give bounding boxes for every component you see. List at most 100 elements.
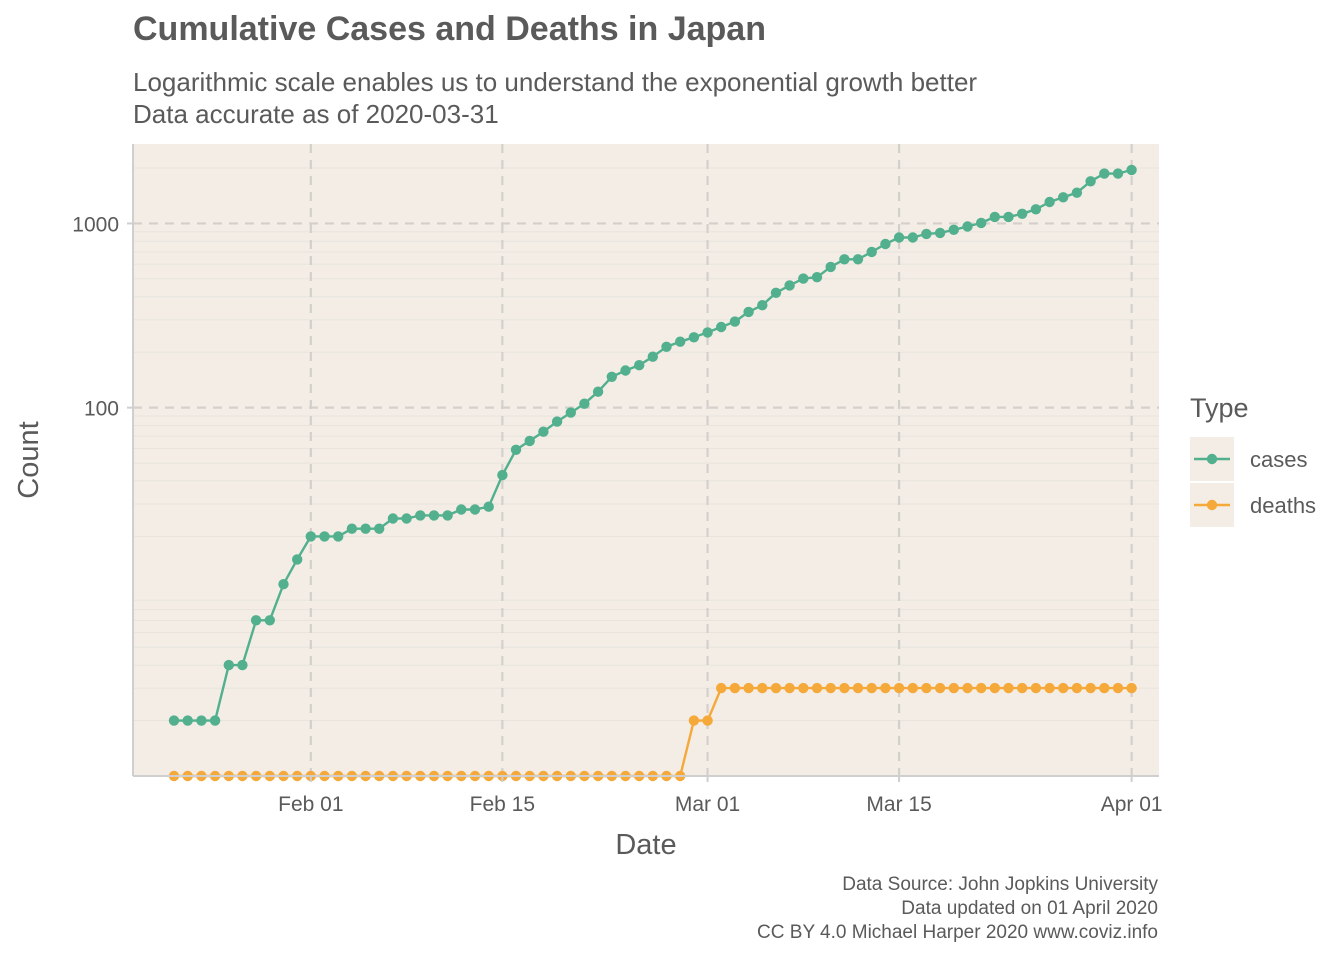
x-axis-ticks: Feb 01 Feb 15 Mar 01 Mar 15 Apr 01 <box>278 776 1163 816</box>
data-point-cases <box>757 300 768 311</box>
caption: Data Source: John Jopkins University Dat… <box>757 873 1158 945</box>
data-point-cases <box>565 407 576 418</box>
data-point-deaths <box>688 715 700 726</box>
x-tick-label: Feb 01 <box>278 793 343 816</box>
data-point-cases <box>264 615 275 626</box>
data-point-deaths <box>1030 682 1042 694</box>
data-point-cases <box>634 360 645 371</box>
caption-license: CC BY 4.0 Michael Harper 2020 www.coviz.… <box>757 922 1158 943</box>
y-tick-label: 1000 <box>72 213 119 236</box>
data-point-cases <box>401 513 412 524</box>
legend-key-point <box>1206 499 1218 511</box>
data-point-cases <box>743 306 754 318</box>
x-tick-label: Mar 15 <box>866 793 931 816</box>
data-point-deaths <box>934 682 946 694</box>
data-point-cases <box>168 715 180 726</box>
data-point-cases <box>893 232 905 243</box>
data-point-cases <box>209 715 221 726</box>
legend-label-deaths: deaths <box>1250 493 1316 518</box>
data-point-cases <box>1017 208 1028 219</box>
data-point-cases <box>415 510 426 521</box>
data-point-deaths <box>702 715 713 726</box>
data-point-deaths <box>784 682 795 694</box>
data-point-cases <box>989 211 1000 223</box>
data-point-deaths <box>811 682 823 694</box>
data-point-cases <box>921 228 932 240</box>
legend: Type cases deaths <box>1190 393 1316 527</box>
data-point-cases <box>688 332 700 343</box>
data-point-cases <box>770 287 782 298</box>
data-point-deaths <box>716 682 727 694</box>
data-point-cases <box>661 341 672 352</box>
data-point-cases <box>729 316 741 327</box>
plot-panel <box>133 144 1159 776</box>
data-point-cases <box>387 513 399 524</box>
data-point-cases <box>442 510 453 521</box>
data-point-cases <box>374 523 385 534</box>
y-tick-label: 100 <box>84 398 119 421</box>
data-point-cases <box>934 227 946 239</box>
data-point-cases <box>675 336 686 347</box>
data-point-deaths <box>1099 682 1110 694</box>
data-point-cases <box>483 501 494 512</box>
data-point-deaths <box>1085 682 1096 694</box>
data-point-cases <box>825 261 836 273</box>
data-point-cases <box>866 246 877 258</box>
chart-subtitle: Logarithmic scale enables us to understa… <box>133 66 977 130</box>
data-point-deaths <box>893 682 905 694</box>
data-point-cases <box>811 272 823 283</box>
data-point-cases <box>620 365 631 376</box>
data-point-cases <box>333 531 344 542</box>
x-tick-label: Mar 01 <box>675 793 740 816</box>
data-point-cases <box>948 224 959 235</box>
data-point-deaths <box>921 682 932 694</box>
data-point-deaths <box>729 682 741 694</box>
data-point-deaths <box>1003 682 1014 694</box>
data-point-deaths <box>1017 682 1028 694</box>
chart-title: Cumulative Cases and Deaths in Japan <box>133 10 766 48</box>
data-point-deaths <box>770 682 782 694</box>
data-point-deaths <box>1058 682 1069 694</box>
data-point-cases <box>852 254 864 265</box>
data-point-cases <box>196 715 207 726</box>
data-point-cases <box>278 579 289 590</box>
data-point-cases <box>551 416 563 427</box>
data-point-cases <box>469 504 481 515</box>
data-point-deaths <box>962 682 973 694</box>
data-point-deaths <box>757 682 768 694</box>
data-point-deaths <box>1071 682 1083 694</box>
data-point-cases <box>1126 164 1137 176</box>
data-point-cases <box>510 444 522 455</box>
data-point-deaths <box>948 682 959 694</box>
data-point-deaths <box>976 682 987 694</box>
x-tick-label: Apr 01 <box>1101 793 1163 816</box>
data-point-cases <box>319 531 330 542</box>
data-point-cases <box>716 321 727 333</box>
legend-title: Type <box>1190 393 1249 423</box>
data-point-cases <box>538 426 549 437</box>
data-point-deaths <box>1126 682 1137 694</box>
legend-key-point <box>1206 453 1218 465</box>
data-point-cases <box>1030 204 1042 215</box>
data-point-cases <box>428 510 440 521</box>
data-point-deaths <box>825 682 836 694</box>
data-point-cases <box>305 531 316 542</box>
data-point-cases <box>1071 187 1083 198</box>
data-point-cases <box>579 398 590 409</box>
data-point-cases <box>880 238 891 250</box>
minor-gridlines <box>133 167 1159 722</box>
data-point-cases <box>606 371 617 382</box>
data-point-cases <box>784 280 795 291</box>
data-point-cases <box>798 273 809 284</box>
data-point-cases <box>907 232 918 243</box>
data-point-cases <box>702 327 713 338</box>
x-axis-title: Date <box>615 829 676 861</box>
data-point-cases <box>346 523 358 534</box>
data-point-cases <box>976 217 987 229</box>
data-point-cases <box>1099 168 1110 179</box>
data-point-cases <box>524 435 535 447</box>
data-point-deaths <box>880 682 891 694</box>
data-point-cases <box>962 221 973 232</box>
data-point-cases <box>1058 192 1069 203</box>
